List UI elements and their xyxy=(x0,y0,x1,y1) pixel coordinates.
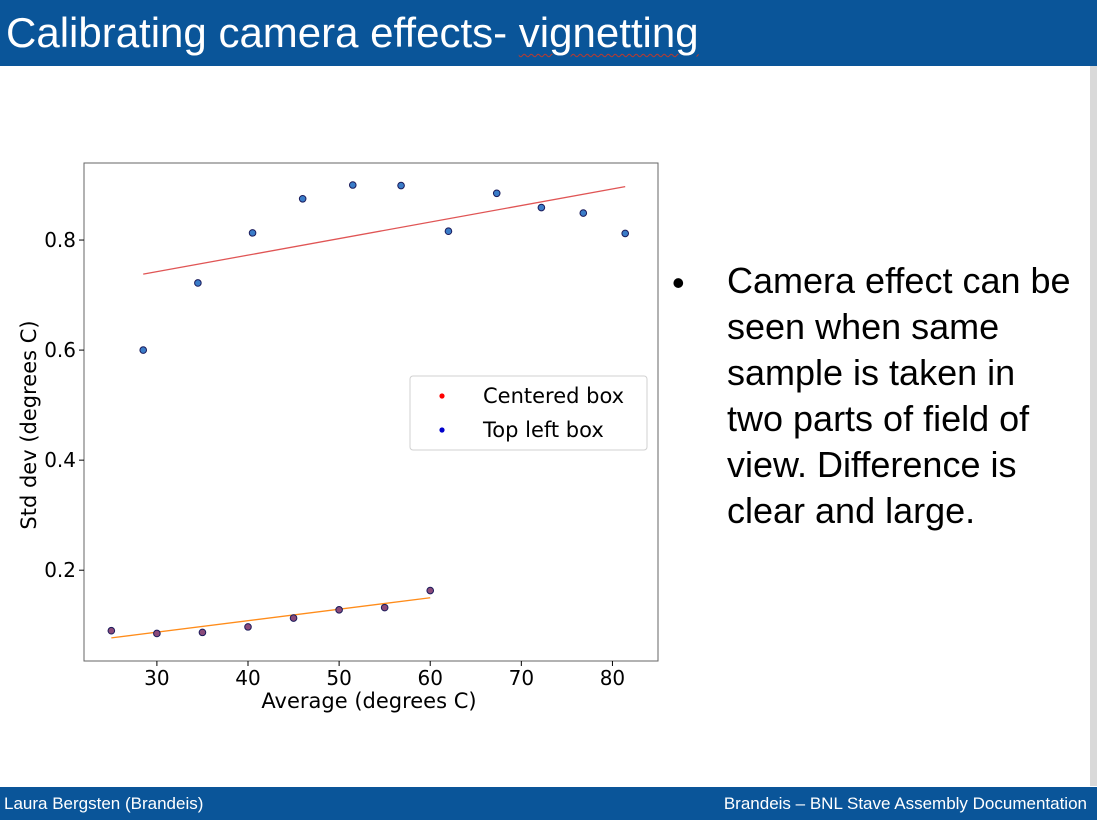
data-point-1 xyxy=(621,229,630,238)
y-axis-label: Std dev (degrees C) xyxy=(17,320,41,529)
scatter-chart: 30 40 50 60 70 80 0.2 0.4 0.6 0.8 Average (degrees… xyxy=(17,162,659,713)
data-point-1 xyxy=(348,181,357,189)
data-point-0 xyxy=(153,629,161,638)
x-tick-label: 80 xyxy=(600,666,625,690)
data-point-0 xyxy=(289,614,298,622)
data-point-1 xyxy=(248,229,257,237)
legend-label: Centered box xyxy=(483,384,624,408)
fit-line-1 xyxy=(143,186,626,275)
plot-frame xyxy=(83,162,659,662)
data-point-1 xyxy=(537,203,546,212)
data-point-1 xyxy=(492,189,501,198)
y-tick-label: 0.4 xyxy=(44,448,76,472)
x-tick-label: 70 xyxy=(509,666,534,690)
data-point-1 xyxy=(194,279,202,287)
data-point-1 xyxy=(397,181,405,190)
x-tick-label: 30 xyxy=(144,666,169,690)
footer-author: Laura Bergsten (Brandeis) xyxy=(4,794,204,813)
data-point-1 xyxy=(579,209,588,217)
legend-label: Top left box xyxy=(482,418,604,442)
chart-container: 30 40 50 60 70 80 0.2 0.4 0.6 0.8 Average (degrees… xyxy=(0,150,680,730)
legend-box xyxy=(409,375,648,451)
y-tick-label: 0.8 xyxy=(44,228,76,252)
slide-header: Calibrating camera effects- vignetting xyxy=(0,0,1097,66)
slide-footer: Laura Bergsten (Brandeis) Brandeis – BNL… xyxy=(0,787,1097,820)
data-point-1 xyxy=(444,227,453,236)
title-flagged-word: vignetting xyxy=(518,9,699,56)
data-point-0 xyxy=(426,586,435,595)
data-point-1 xyxy=(139,346,148,354)
y-tick-label: 0.6 xyxy=(44,338,76,362)
data-point-0 xyxy=(107,626,116,635)
y-tick-label: 0.2 xyxy=(44,558,76,582)
title-main-text: Calibrating camera effects- xyxy=(6,9,519,56)
data-point-0 xyxy=(380,603,389,612)
legend-marker xyxy=(439,427,445,433)
x-tick-label: 60 xyxy=(417,666,442,690)
data-point-0 xyxy=(335,606,343,614)
slide-right-edge xyxy=(1090,66,1097,786)
data-point-0 xyxy=(198,628,207,637)
footer-project: Brandeis – BNL Stave Assembly Documentat… xyxy=(723,794,1087,813)
data-point-1 xyxy=(298,194,307,203)
x-axis-label: Average (degrees C) xyxy=(261,689,476,713)
fit-line-0 xyxy=(111,597,431,639)
data-point-0 xyxy=(244,623,252,631)
x-tick-label: 50 xyxy=(326,666,351,690)
legend-marker xyxy=(439,393,445,399)
bullet-text: Camera effect can be seen when same samp… xyxy=(727,260,1071,531)
bullet-dot-icon: • xyxy=(672,262,685,303)
slide-title: Calibrating camera effects- vignetting xyxy=(6,0,1097,66)
x-tick-label: 40 xyxy=(235,666,260,690)
